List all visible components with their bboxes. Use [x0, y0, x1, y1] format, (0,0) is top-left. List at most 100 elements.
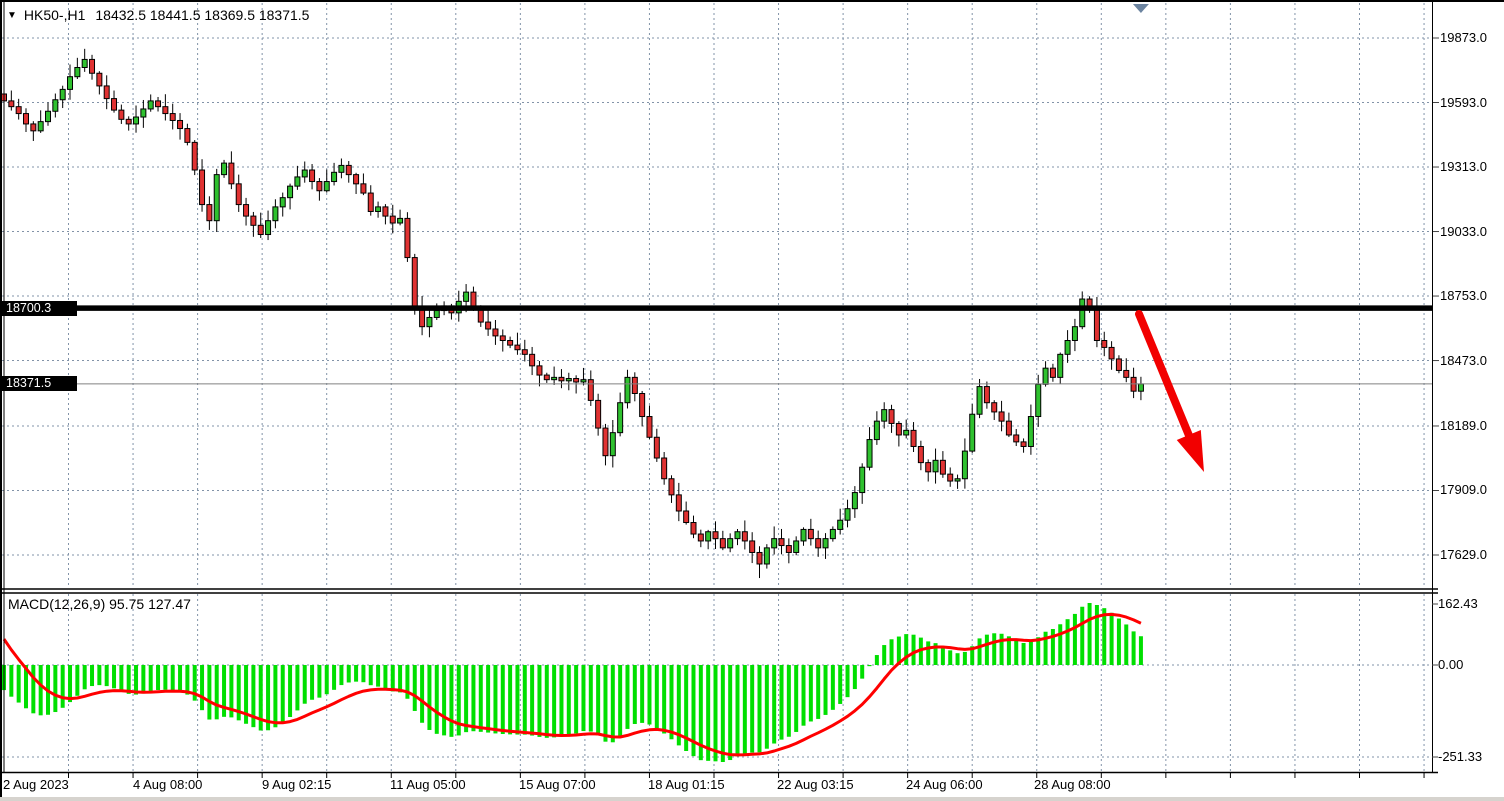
price-axis-label: 19033.0: [1440, 223, 1487, 239]
macd-histogram-bar: [324, 665, 329, 695]
macd-histogram-bar: [662, 665, 667, 734]
macd-histogram-bar: [24, 665, 29, 709]
macd-histogram-bar: [882, 645, 887, 665]
macd-histogram-bar: [1050, 629, 1055, 665]
price-axis-label: 18189.0: [1440, 417, 1487, 433]
macd-histogram-bar: [970, 646, 975, 665]
macd-histogram-bar: [288, 665, 293, 717]
macd-histogram-bar: [1094, 605, 1099, 665]
macd-histogram-bar: [1036, 637, 1041, 665]
macd-histogram-bar: [500, 665, 505, 735]
macd-histogram-bar: [786, 665, 791, 737]
macd-histogram-bar: [647, 665, 652, 725]
macd-histogram-bar: [398, 665, 403, 693]
macd-histogram-bar: [302, 665, 307, 704]
macd-histogram-bar: [625, 665, 630, 729]
scroll-marker-icon[interactable]: [1132, 4, 1149, 13]
time-axis-label: 15 Aug 07:00: [519, 777, 596, 792]
chart-title: ▼ HK50-,H1 18432.5 18441.5 18369.5 18371.5: [7, 7, 309, 23]
macd-histogram-bar: [801, 665, 806, 726]
macd-histogram-bar: [552, 665, 557, 738]
macd-histogram-bar: [38, 665, 43, 716]
macd-histogram-bar: [1014, 639, 1019, 665]
macd-histogram-bar: [867, 665, 872, 667]
macd-histogram-bar: [207, 665, 212, 720]
macd-histogram-bar: [684, 665, 689, 751]
macd-histogram-bar: [222, 665, 227, 717]
macd-histogram-bar: [405, 665, 410, 699]
macd-histogram-bar: [273, 665, 278, 728]
macd-histogram-bar: [896, 636, 901, 665]
macd-histogram-bar: [244, 665, 249, 724]
macd-histogram-bar: [691, 665, 696, 757]
macd-histogram-bar: [376, 665, 381, 687]
macd-histogram-bar: [816, 665, 821, 719]
macd-histogram-bar: [845, 665, 850, 698]
macd-histogram-bar: [141, 665, 146, 694]
macd-histogram-bar: [522, 665, 527, 735]
macd-histogram-bar: [1028, 641, 1033, 665]
time-axis-label: 24 Aug 06:00: [906, 777, 983, 792]
macd-histogram-bar: [566, 665, 571, 736]
price-axis-label: 19593.0: [1440, 94, 1487, 110]
annotation-arrow-shaft[interactable]: [1135, 310, 1195, 443]
macd-histogram-bar: [478, 665, 483, 732]
resistance-price-plate: 18700.3: [0, 300, 77, 316]
macd-histogram-bar: [757, 665, 762, 753]
macd-histogram-bar: [1043, 631, 1048, 665]
macd-histogram-bar: [581, 665, 586, 732]
macd-histogram-bar: [310, 665, 315, 700]
macd-histogram-bar: [632, 665, 637, 724]
macd-histogram-bar: [962, 651, 967, 665]
macd-histogram-bar: [368, 665, 373, 686]
macd-histogram-bar: [830, 665, 835, 710]
time-axis-label: 22 Aug 03:15: [777, 777, 854, 792]
time-axis-label: 4 Aug 08:00: [133, 777, 203, 792]
macd-histogram-bar: [280, 665, 285, 723]
macd-histogram-bar: [698, 665, 703, 761]
macd-histogram-bar: [486, 665, 491, 733]
macd-histogram-bar: [90, 665, 95, 687]
macd-histogram-bar: [53, 665, 58, 713]
macd-histogram-bar: [97, 665, 102, 686]
macd-axis-label: 0.00: [1438, 657, 1464, 672]
price-axis-label: 19873.0: [1440, 30, 1487, 45]
macd-histogram-bar: [119, 665, 124, 692]
macd-histogram-bar: [720, 665, 725, 762]
macd-histogram-bar: [1109, 612, 1114, 665]
macd-histogram-bar: [295, 665, 300, 711]
macd-histogram-bar: [1131, 631, 1136, 665]
macd-histogram-bar: [68, 665, 73, 703]
macd-histogram-bar: [427, 665, 432, 730]
macd-histogram-bar: [229, 665, 234, 718]
macd-histogram-bar: [434, 665, 439, 734]
annotation-arrow-head[interactable]: [1176, 430, 1204, 472]
current-price-plate: 18371.5: [0, 376, 77, 392]
macd-histogram-bar: [1072, 613, 1077, 665]
price-axis-label: 18753.0: [1440, 288, 1487, 304]
macd-histogram-bar: [200, 665, 205, 711]
macd-histogram-bar: [977, 638, 982, 665]
macd-histogram-bar: [999, 633, 1004, 665]
macd-histogram-bar: [508, 665, 513, 735]
macd-histogram-bar: [669, 665, 674, 740]
macd-histogram-bar: [955, 653, 960, 665]
macd-histogram-bar: [104, 665, 109, 687]
macd-histogram-bar: [1006, 636, 1011, 665]
macd-histogram-bar: [258, 665, 263, 731]
macd-histogram-bar: [1102, 608, 1107, 665]
macd-histogram-bar: [471, 665, 476, 732]
macd-histogram-bar: [346, 665, 351, 683]
price-axis-label: 19313.0: [1440, 159, 1487, 175]
macd-histogram-bar: [456, 665, 461, 736]
macd-histogram-bar: [610, 665, 615, 743]
macd-histogram-bar: [185, 665, 190, 695]
macd-histogram-bar: [948, 650, 953, 665]
macd-histogram-bar: [214, 665, 219, 720]
macd-histogram-bar: [354, 665, 359, 682]
macd-histogram-bar: [618, 665, 623, 738]
macd-histogram-bar: [596, 665, 601, 736]
symbol-dropdown-icon[interactable]: ▼: [7, 10, 17, 21]
symbol-timeframe-label: HK50-,H1: [23, 7, 86, 23]
